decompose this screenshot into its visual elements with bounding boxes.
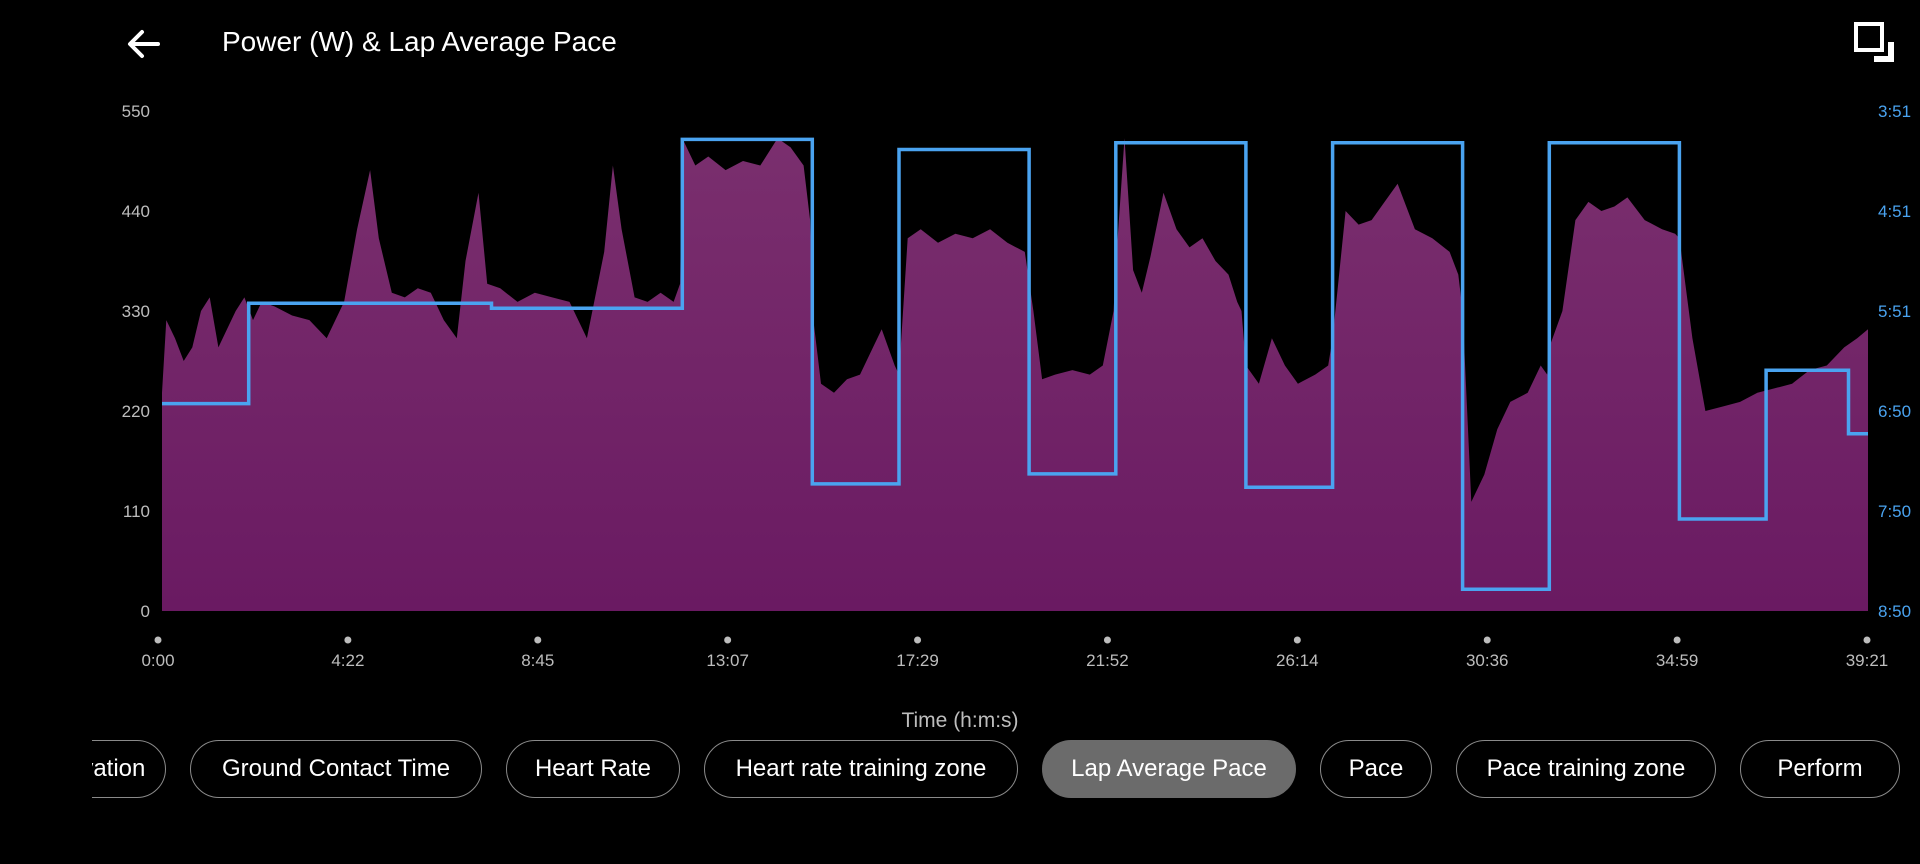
back-button[interactable]	[122, 22, 166, 66]
chip-pace[interactable]: Pace	[1320, 740, 1432, 798]
chip-elevation[interactable]: Elevation	[92, 740, 166, 798]
x-axis: 0:00 4:22 8:45 13:07 17:29 21:52 26:14 30:36 34:…	[141, 636, 1889, 670]
y-axis-right: 3:51 4:51 5:51 6:50 7:50 8:50	[1878, 102, 1911, 621]
y-right-tick-label: 3:51	[1878, 102, 1911, 121]
chip-perform[interactable]: Perform	[1740, 740, 1900, 798]
x-axis-title: Time (h:m:s)	[901, 709, 1019, 732]
y-left-tick-label: 110	[123, 502, 150, 521]
x-tick-label: 26:14	[1276, 651, 1319, 670]
y-right-tick-label: 8:50	[1878, 602, 1911, 621]
lap-average-pace-line	[162, 137, 1868, 592]
x-tick-label: 34:59	[1656, 651, 1699, 670]
x-tick-label: 8:45	[521, 651, 554, 670]
top-bar: Power (W) & Lap Average Pace	[0, 0, 1920, 90]
y-left-tick-label: 550	[122, 102, 150, 121]
y-right-tick-label: 4:51	[1878, 202, 1911, 221]
x-tick-dot	[1673, 636, 1681, 644]
x-tick-dot	[1103, 636, 1111, 644]
x-tick-dot	[344, 636, 352, 644]
x-tick-dot	[154, 636, 162, 644]
x-tick-label: 0:00	[141, 651, 174, 670]
y-right-tick-label: 7:50	[1878, 502, 1911, 521]
x-tick-dot	[914, 636, 922, 644]
chip-pace-training-zone[interactable]: Pace training zone	[1456, 740, 1716, 798]
metric-chip-bar: Elevation Ground Contact Time Heart Rate He…	[0, 740, 1920, 800]
fullscreen-button[interactable]	[1852, 20, 1900, 68]
x-tick-label: 13:07	[706, 651, 749, 670]
y-left-tick-label: 0	[141, 602, 150, 621]
x-tick-dot	[724, 636, 732, 644]
x-tick-dot	[1483, 636, 1491, 644]
y-right-tick-label: 5:51	[1878, 302, 1911, 321]
x-tick-label: 17:29	[896, 651, 939, 670]
page-title: Power (W) & Lap Average Pace	[222, 26, 617, 57]
y-left-tick-label: 220	[122, 402, 150, 421]
x-tick-dot	[1293, 636, 1301, 644]
y-axis-left: 0 110 220 330 440 550	[122, 102, 150, 621]
x-tick-dot	[1863, 636, 1871, 644]
chip-ground-contact-time[interactable]: Ground Contact Time	[190, 740, 482, 798]
x-tick-label: 21:52	[1086, 651, 1129, 670]
chip-heart-rate[interactable]: Heart Rate	[506, 740, 680, 798]
fullscreen-icon	[1854, 22, 1894, 62]
power-area-series	[162, 138, 1868, 612]
y-right-tick-label: 6:50	[1878, 402, 1911, 421]
x-tick-label: 39:21	[1846, 651, 1889, 670]
arrow-left-icon	[128, 30, 160, 58]
chip-lap-average-pace[interactable]: Lap Average Pace	[1042, 740, 1296, 798]
x-tick-label: 30:36	[1466, 651, 1509, 670]
chip-heart-rate-training-zone[interactable]: Heart rate training zone	[704, 740, 1018, 798]
y-left-tick-label: 330	[122, 302, 150, 321]
x-tick-dot	[534, 636, 542, 644]
x-tick-label: 4:22	[331, 651, 364, 670]
power-pace-chart[interactable]: 0 110 220 330 440 550 3:51 4:51 5:51 6:50 7:50 8:5…	[0, 90, 1920, 740]
y-left-tick-label: 440	[122, 202, 150, 221]
